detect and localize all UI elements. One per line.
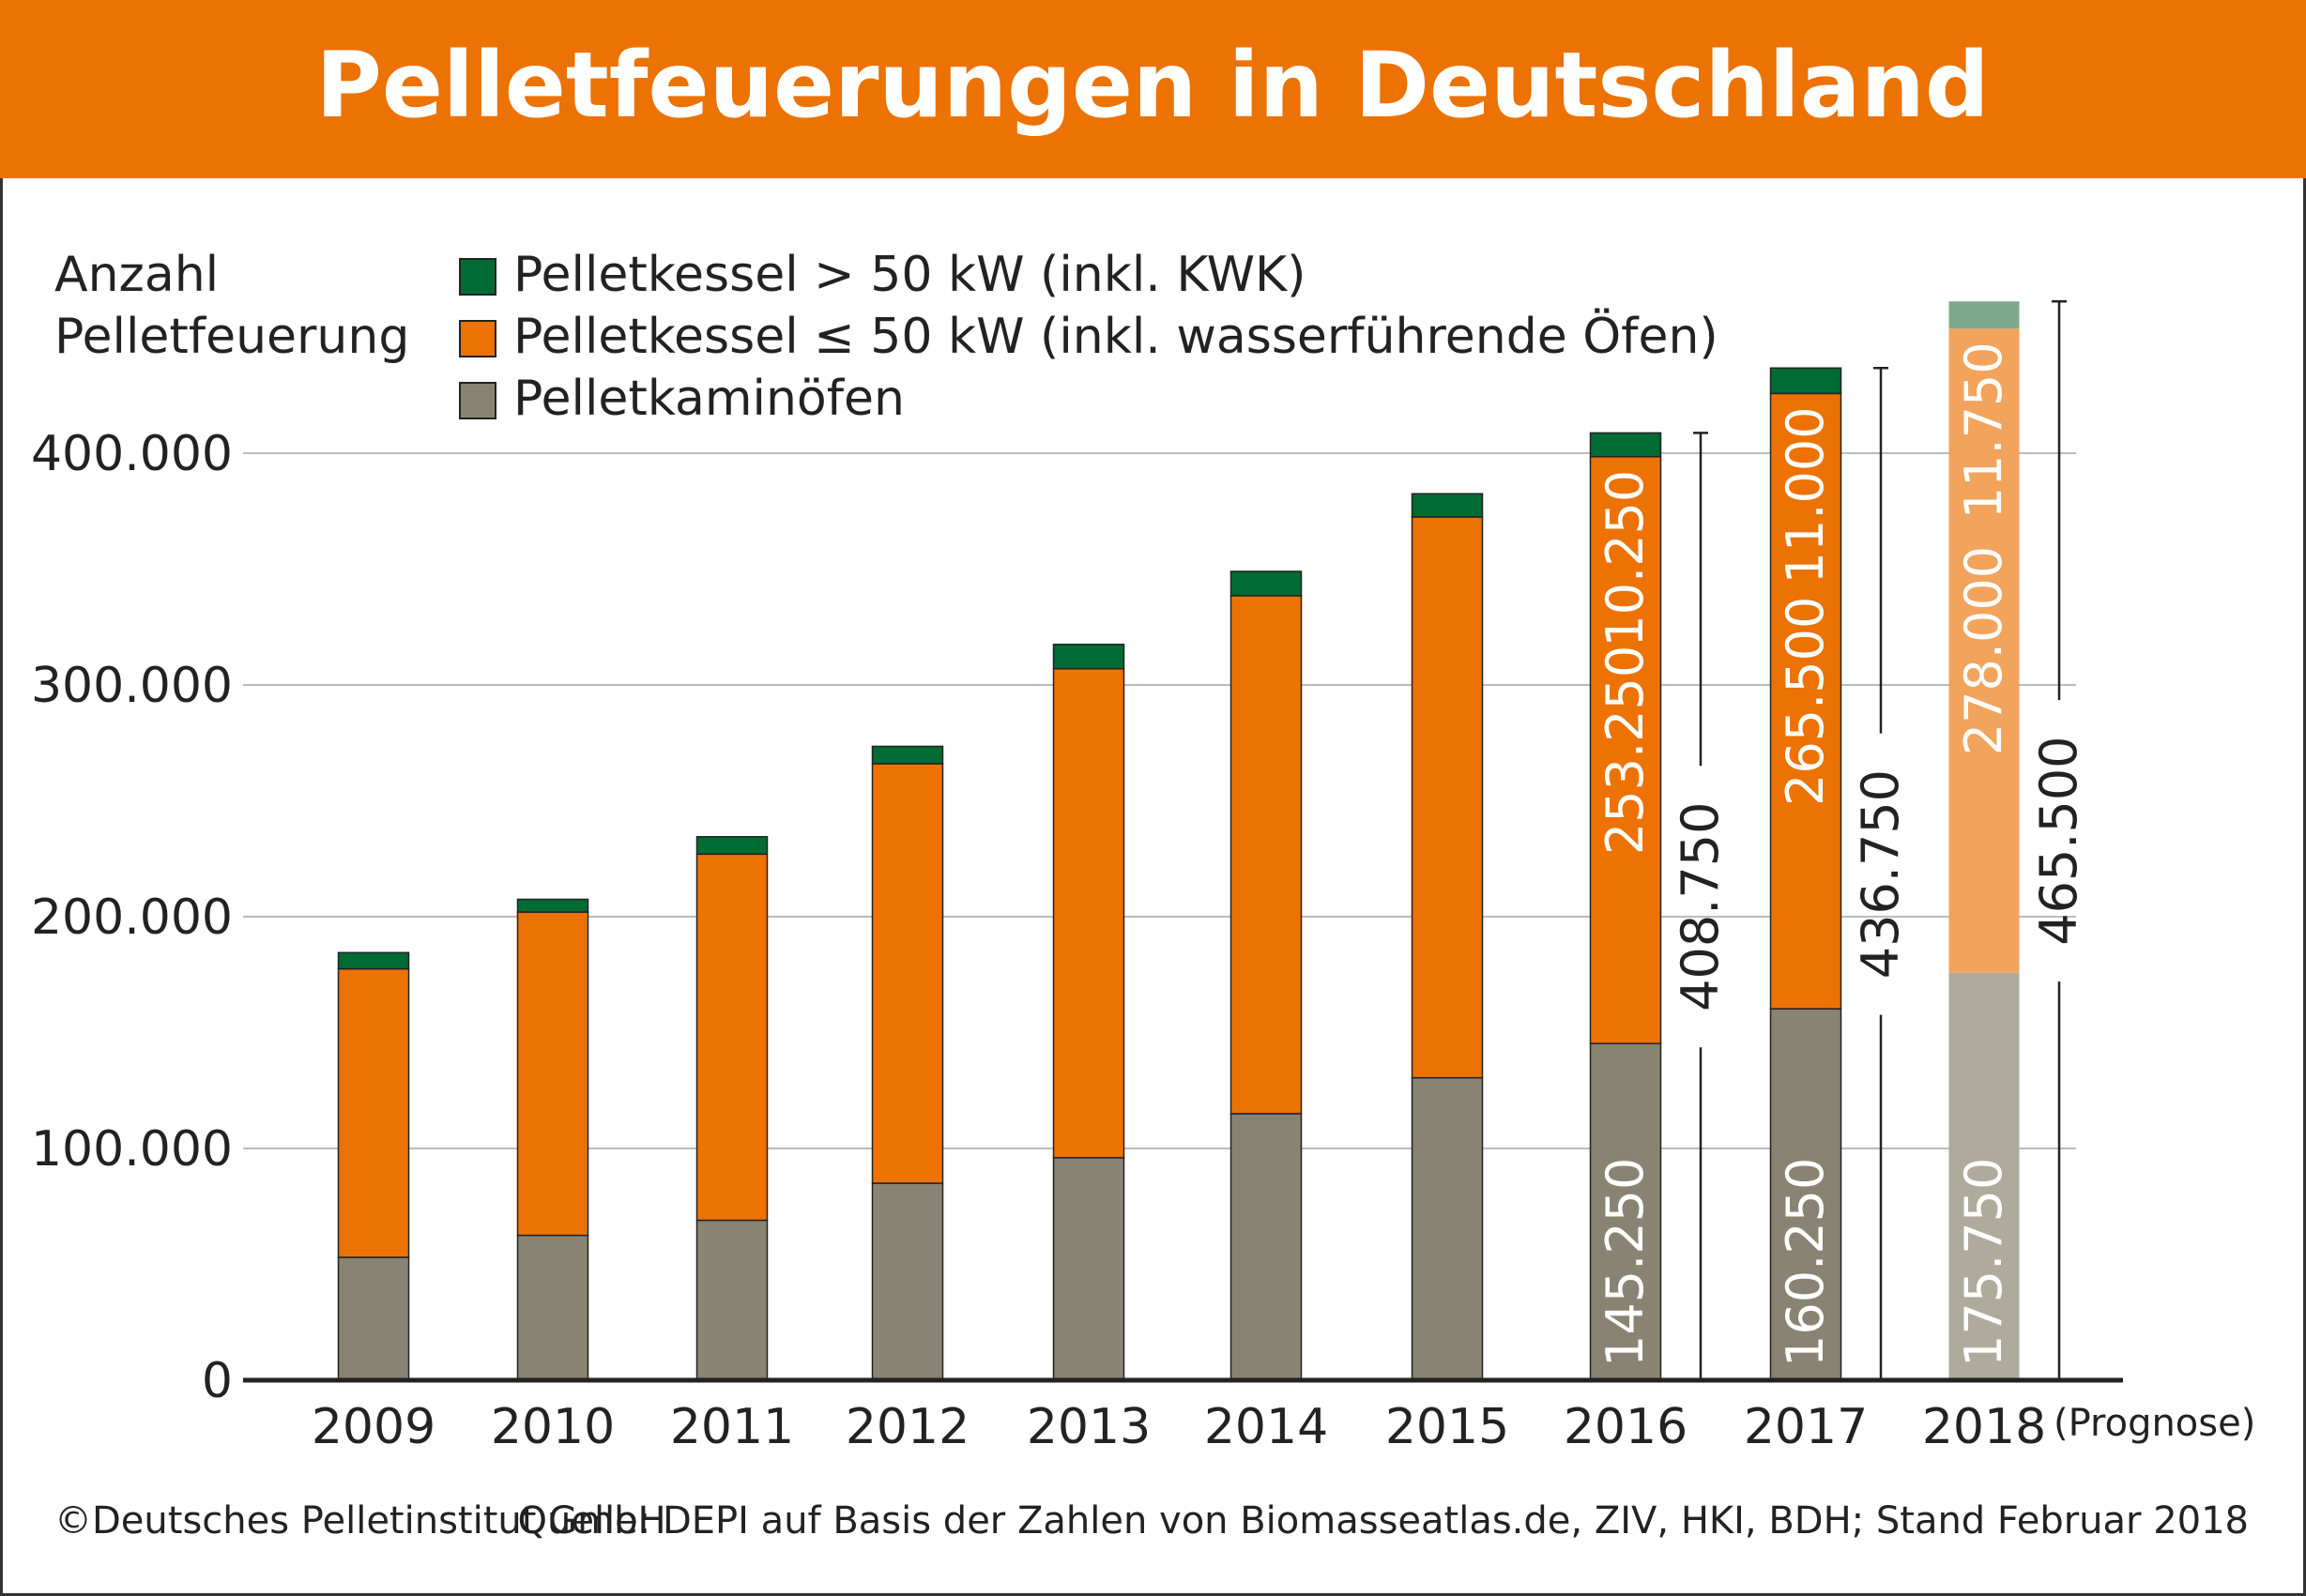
bar-grey-2010 — [516, 1234, 589, 1381]
bar-orange-2018 — [1948, 328, 2020, 973]
bar-orange-2010 — [516, 911, 589, 1237]
total-label: 465.500 — [2029, 736, 2088, 945]
x-tick-label: 2010 — [491, 1399, 615, 1455]
data-label-green: 10.250 — [1596, 470, 1655, 647]
bar-green-2011 — [695, 836, 769, 856]
legend-label-grey: Pelletkaminöfen — [513, 371, 905, 427]
bar-orange-2015 — [1411, 516, 1484, 1079]
footer-source: Quelle: DEPI auf Basis der Zahlen von Bi… — [518, 1499, 2250, 1543]
bar-grey-2018 — [1948, 972, 2020, 1380]
bar-green-2015 — [1411, 493, 1484, 518]
legend-label-orange: Pelletkessel ≤ 50 kW (inkl. wasserführen… — [513, 308, 1718, 365]
bar-grey-2014 — [1229, 1113, 1303, 1381]
legend-swatch-orange — [459, 320, 496, 357]
bar-grey-2017 — [1769, 1008, 1842, 1381]
x-tick-label: 2012 — [846, 1399, 970, 1455]
bar-green-2013 — [1052, 644, 1125, 670]
legend-swatch-grey — [459, 382, 496, 419]
bar-green-2014 — [1229, 570, 1303, 597]
data-label-grey: 145.250 — [1596, 1158, 1655, 1367]
x-tick-label: 2017 — [1744, 1399, 1868, 1455]
y-tick-label: 100.000 — [31, 1121, 233, 1178]
bar-green-2016 — [1589, 432, 1662, 458]
data-label-orange: 278.000 — [1954, 546, 2013, 755]
total-label: 408.750 — [1671, 802, 1730, 1011]
x-tick-label: 2009 — [312, 1399, 435, 1455]
bar-green-2018 — [1948, 301, 2020, 329]
data-label-grey: 160.250 — [1776, 1158, 1835, 1367]
x-tick-label: 2013 — [1027, 1399, 1151, 1455]
x-tick-label: 2015 — [1385, 1399, 1509, 1455]
y-axis-label-line1: Anzahl — [54, 247, 219, 303]
bar-green-2012 — [871, 745, 944, 765]
x-tick-label: 2016 — [1564, 1399, 1688, 1455]
bar-orange-2013 — [1052, 667, 1125, 1159]
bar-orange-2014 — [1229, 595, 1303, 1115]
x-tick-label: 2018 — [1922, 1399, 2046, 1455]
bar-grey-2012 — [871, 1182, 944, 1381]
x-tick-labels: 2009 2010 2011 2012 2013 2014 2015 2016 2017 2018 — [312, 1399, 2046, 1455]
data-label-orange: 265.500 — [1776, 597, 1835, 806]
bar-green-2009 — [337, 951, 410, 970]
footer-copyright: ©Deutsches Pelletinstitut GmbH — [54, 1499, 666, 1543]
title-bar — [0, 0, 2306, 178]
bar-orange-2017 — [1769, 392, 1842, 1010]
data-label-orange: 253.250 — [1596, 646, 1655, 855]
bar-grey-2013 — [1052, 1157, 1125, 1381]
bar-grey-2009 — [337, 1256, 410, 1381]
y-tick-label: 400.000 — [31, 426, 233, 482]
bar-grey-2011 — [695, 1219, 769, 1381]
data-label-green: 11.000 — [1776, 406, 1835, 584]
y-tick-label: 300.000 — [31, 658, 233, 714]
data-label-grey: 175.750 — [1954, 1158, 2013, 1367]
legend-swatch-green — [459, 258, 496, 296]
y-tick-label: 200.000 — [31, 889, 233, 946]
y-axis-label-line2: Pelletfeuerung — [54, 309, 409, 365]
chart-title: Pelletfeuerungen in Deutschland — [315, 33, 1989, 138]
x-tick-label: 2014 — [1204, 1399, 1328, 1455]
bar-grey-2015 — [1411, 1076, 1484, 1381]
bar-orange-2009 — [337, 967, 410, 1258]
bars — [337, 301, 2020, 1381]
legend-label-green: Pelletkessel > 50 kW (inkl. KWK) — [513, 247, 1306, 303]
forecast-note: (Prognose) — [2054, 1402, 2255, 1445]
bar-green-2017 — [1769, 367, 1842, 395]
bar-orange-2012 — [871, 763, 944, 1184]
data-label-green: 11.750 — [1954, 342, 2013, 519]
bar-green-2010 — [516, 898, 589, 913]
total-label: 436.750 — [1851, 769, 1910, 979]
bar-orange-2011 — [695, 853, 769, 1222]
y-tick-label: 0 — [202, 1353, 233, 1409]
legend: Pelletkessel > 50 kW (inkl. KWK)Pelletke… — [459, 247, 1718, 427]
x-tick-label: 2011 — [670, 1399, 794, 1455]
